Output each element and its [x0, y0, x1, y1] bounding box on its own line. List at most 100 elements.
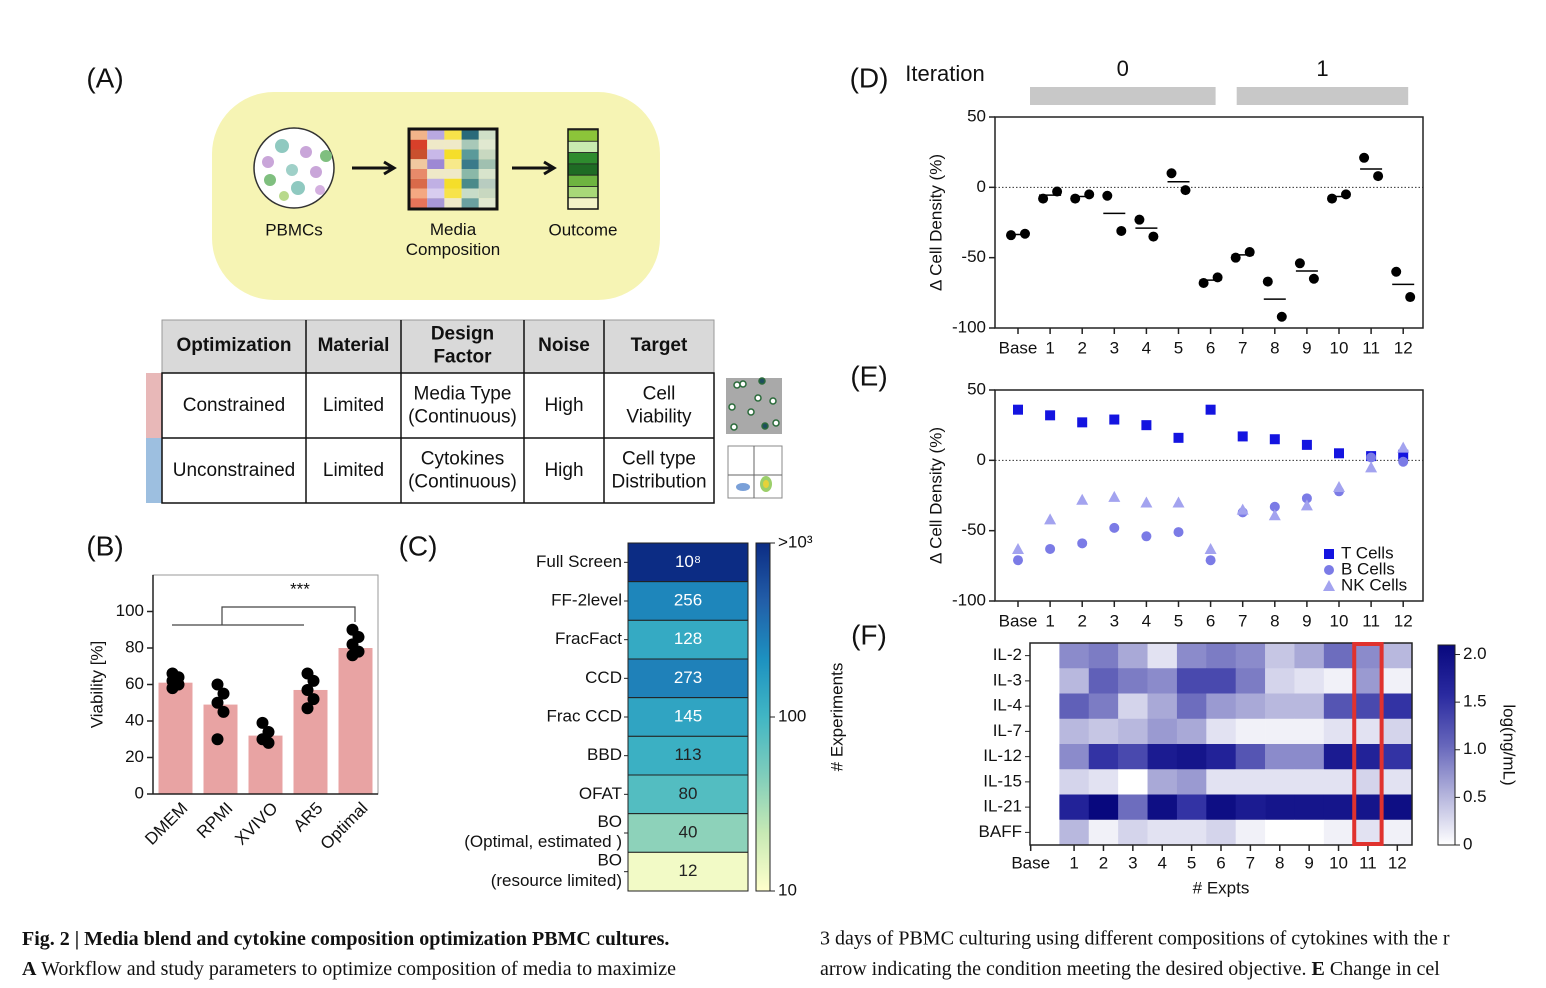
- row-label: FF-2level: [551, 590, 622, 609]
- colorbar-tick-label: 2.0: [1463, 644, 1487, 663]
- x-tick-label: AR5: [290, 799, 327, 836]
- heatmap-cell: [1030, 794, 1060, 821]
- heatmap-cell: [1030, 643, 1060, 669]
- matrix-cell: [461, 178, 479, 189]
- heatmap-cell: [1265, 668, 1295, 694]
- legend-marker: [1324, 565, 1334, 575]
- row-label: BO (Optimal, estimated ): [464, 812, 622, 851]
- y-axis-label: Δ Cell Density (%): [926, 427, 945, 564]
- heatmap-cell: [1323, 794, 1354, 821]
- data-point: [1405, 292, 1416, 303]
- heatmap-cell: [1353, 794, 1383, 821]
- x-tick-label: 2: [1077, 338, 1086, 357]
- heatmap-cell: [1294, 769, 1325, 795]
- cell-label: 128: [674, 629, 702, 648]
- table-header: Material: [318, 335, 390, 356]
- cell-image-dots: [728, 377, 780, 431]
- heatmap-cell: [1059, 693, 1090, 720]
- panel-label: (B): [86, 530, 123, 561]
- heatmap-cell: [1059, 769, 1090, 795]
- matrix-cell: [427, 178, 445, 189]
- heatmap-cell: [1206, 693, 1236, 720]
- heatmap-cell: [1235, 794, 1266, 821]
- data-point: [1205, 555, 1216, 566]
- table-cell: Unconstrained: [173, 460, 296, 481]
- highlight-box: [1352, 642, 1384, 846]
- x-tick-label: 10: [1330, 338, 1349, 357]
- diagram-label: PBMCs: [265, 220, 323, 239]
- y-tick-label: -100: [952, 317, 986, 336]
- data-point: [1134, 214, 1145, 225]
- caption: A Workflow and study parameters to optim…: [22, 958, 676, 980]
- data-point: [301, 702, 314, 715]
- matrix-cell: [410, 149, 428, 160]
- y-tick-label: -100: [952, 590, 986, 609]
- data-point: [1398, 456, 1409, 467]
- diagram-label: Media Composition: [406, 220, 501, 259]
- heatmap-cell: [1147, 769, 1178, 795]
- caption-label: E: [1312, 958, 1325, 980]
- data-point: [1166, 168, 1177, 179]
- data-point: [1109, 522, 1120, 533]
- matrix-cell: [410, 159, 428, 169]
- heatmap-cell: [1235, 693, 1266, 720]
- caption-text: arrow indicating the condition meeting t…: [820, 958, 1307, 980]
- heatmap-cell: [1118, 693, 1148, 720]
- heatmap-cell: [1235, 819, 1266, 846]
- heatmap-cell: [1353, 769, 1383, 795]
- significance-label: ***: [290, 579, 310, 598]
- x-tick-label: 11: [1359, 853, 1377, 872]
- heatmap-cell: [627, 581, 749, 621]
- outcome-cell: [567, 186, 599, 199]
- data-point: [1173, 432, 1184, 443]
- heatmap-cell: [1294, 744, 1325, 770]
- matrix-cell: [427, 188, 445, 199]
- matrix-cell: [427, 130, 445, 140]
- heatmap-cell: [1382, 819, 1413, 846]
- data-point: [1268, 509, 1281, 521]
- heatmap-cell: [1265, 744, 1295, 770]
- panel-label: (D): [850, 62, 889, 93]
- table-header: Optimization: [176, 335, 291, 356]
- data-point: [1334, 448, 1344, 459]
- table-grid: [161, 320, 715, 504]
- y-axis-label: Δ Cell Density (%): [926, 154, 945, 291]
- row-strip: [146, 373, 162, 438]
- heatmap-cell: [1323, 643, 1354, 669]
- data-point: [1205, 404, 1216, 415]
- data-point: [1102, 190, 1113, 201]
- data-point: [1366, 452, 1377, 463]
- matrix-cell: [410, 178, 428, 189]
- heatmap-cell: [1353, 718, 1383, 745]
- colorbar: [1437, 644, 1456, 846]
- data-point: [1052, 186, 1063, 197]
- x-tick-label: 1: [1045, 611, 1054, 630]
- heatmap-cell: [1059, 668, 1090, 694]
- x-tick-label: 3: [1110, 611, 1119, 630]
- table-cell: Limited: [323, 460, 384, 481]
- heatmap-cell: [1382, 668, 1413, 694]
- y-tick-label: 40: [125, 710, 144, 729]
- x-tick-label: 5: [1174, 611, 1183, 630]
- y-tick-label: 20: [125, 747, 144, 766]
- table-cell: Media Type (Continuous): [408, 384, 517, 428]
- matrix-cell: [444, 149, 462, 160]
- heatmap-cell: [627, 658, 749, 699]
- outcome-bar: [567, 129, 599, 210]
- table-cell: Cell type Distribution: [611, 449, 706, 493]
- heatmap-cell: [1118, 668, 1148, 694]
- legend-marker: [1323, 580, 1335, 591]
- data-point: [1180, 185, 1191, 196]
- heatmap-cell: [1323, 819, 1354, 846]
- heatmap-cell: [1353, 668, 1383, 694]
- heatmap-cell: [1147, 794, 1178, 821]
- matrix-frame: [407, 127, 499, 211]
- row-label: BO (resource limited): [491, 851, 622, 890]
- x-tick-label: 8: [1270, 611, 1279, 630]
- heatmap-cell: [1118, 744, 1148, 770]
- x-tick-label: 9: [1302, 338, 1311, 357]
- group-axis-label: Iteration: [905, 61, 985, 86]
- data-point: [1013, 555, 1023, 566]
- heatmap-cell: [1206, 643, 1236, 669]
- flow-plot-marks: [728, 446, 782, 498]
